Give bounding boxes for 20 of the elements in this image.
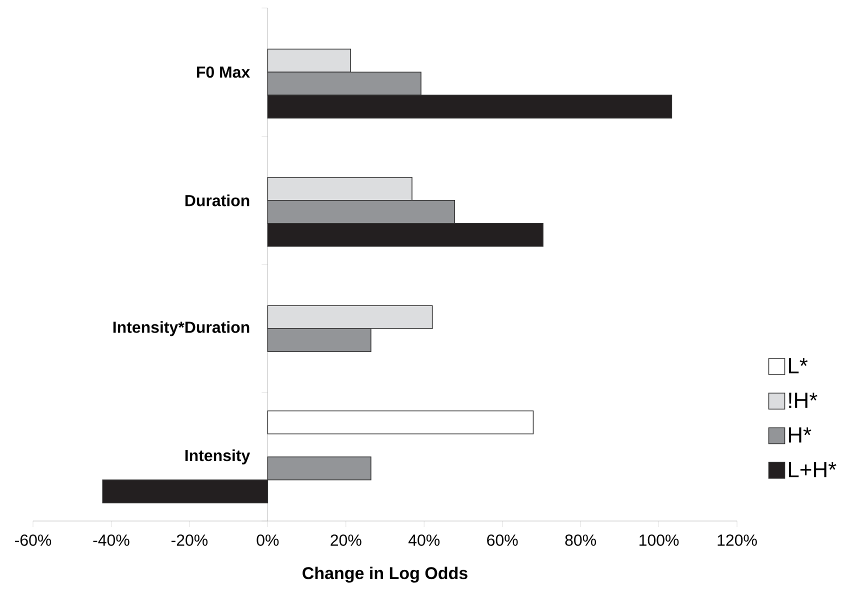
x-tick-label: 60% xyxy=(487,534,518,546)
x-tick-label: -20% xyxy=(171,534,208,546)
legend-label: L* xyxy=(788,358,808,374)
x-tick-label: 120% xyxy=(718,534,757,546)
x-tick-label: 20% xyxy=(330,534,362,546)
x-tick-label: 80% xyxy=(565,534,596,546)
legend-label: L+H* xyxy=(788,462,836,478)
y-tick-label: F0 Max xyxy=(196,66,250,78)
x-tick-label: -40% xyxy=(93,534,130,546)
legend-label: H* xyxy=(788,427,812,443)
x-tick-label: 0% xyxy=(256,534,279,546)
x-tick-label: 40% xyxy=(408,534,440,546)
y-tick-label: Duration xyxy=(185,194,250,206)
y-tick-label: Intensity xyxy=(185,449,250,464)
x-tick-label: 100% xyxy=(640,534,679,546)
x-tick-label: -60% xyxy=(15,534,52,546)
legend-label: !H* xyxy=(789,392,818,408)
y-tick-label: Intensity*Duration xyxy=(113,321,250,336)
x-axis-title: Change in Log Odds xyxy=(302,566,468,583)
bar xyxy=(267,410,534,434)
